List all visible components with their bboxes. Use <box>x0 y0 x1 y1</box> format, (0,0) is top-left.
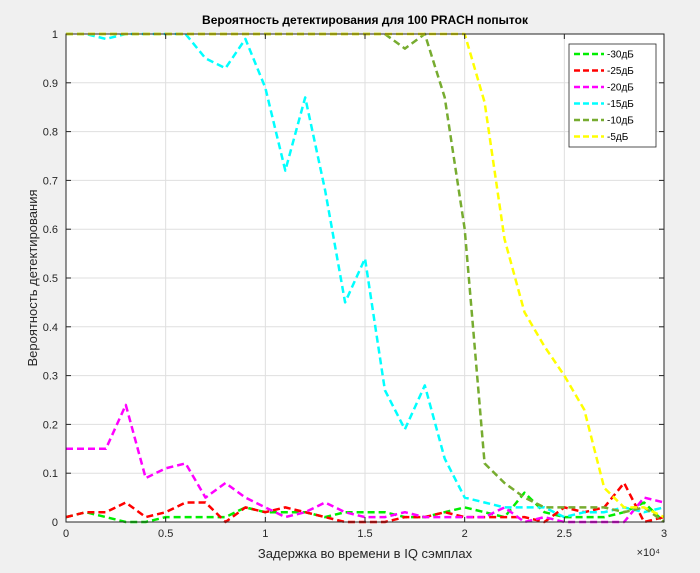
grid <box>66 34 664 522</box>
y-tick-label: 0.5 <box>43 273 58 285</box>
y-tick-label: 0.7 <box>43 175 58 187</box>
x-tick-label: 2 <box>462 528 468 540</box>
x-axis-label: Задержка во времени в IQ сэмплах <box>258 546 473 561</box>
legend-label: -20дБ <box>607 83 634 94</box>
y-tick-label: 0.4 <box>43 322 58 334</box>
x-axis-exponent: ×10⁴ <box>637 547 661 559</box>
x-tick-label: 2.5 <box>557 528 572 540</box>
legend-box <box>568 43 657 148</box>
y-tick-label: 0.3 <box>43 371 58 383</box>
x-tick-label: 3 <box>661 528 667 540</box>
axis-ticks: 0 0.5 1 1.5 2 2.5 3 0 0.1 0.2 0.3 0.4 0.5 0.6 0.7 0.8 0.… <box>43 29 667 540</box>
legend-label: -25дБ <box>607 66 634 77</box>
y-tick-label: 0.1 <box>43 468 58 480</box>
x-tick-label: 1 <box>262 528 268 540</box>
legend-label: -15дБ <box>607 99 634 110</box>
y-tick-label: 0.8 <box>43 127 58 139</box>
y-tick-label: 0 <box>52 517 58 529</box>
chart-title: Вероятность детектирования для 100 PRACH… <box>202 13 529 27</box>
legend: -30дБ -25дБ -20дБ -15дБ -10дБ -5дБ <box>568 43 657 148</box>
x-tick-label: 0 <box>63 528 69 540</box>
x-tick-label: 0.5 <box>158 528 173 540</box>
y-tick-label: 1 <box>52 29 58 41</box>
legend-label: -10дБ <box>607 116 634 127</box>
legend-label: -30дБ <box>607 50 634 61</box>
legend-label: -5дБ <box>607 132 629 143</box>
y-tick-label: 0.2 <box>43 419 58 431</box>
x-tick-label: 1.5 <box>357 528 372 540</box>
y-tick-label: 0.6 <box>43 224 58 236</box>
y-tick-label: 0.9 <box>43 78 58 90</box>
y-axis-label: Вероятность детектирования <box>25 189 40 366</box>
